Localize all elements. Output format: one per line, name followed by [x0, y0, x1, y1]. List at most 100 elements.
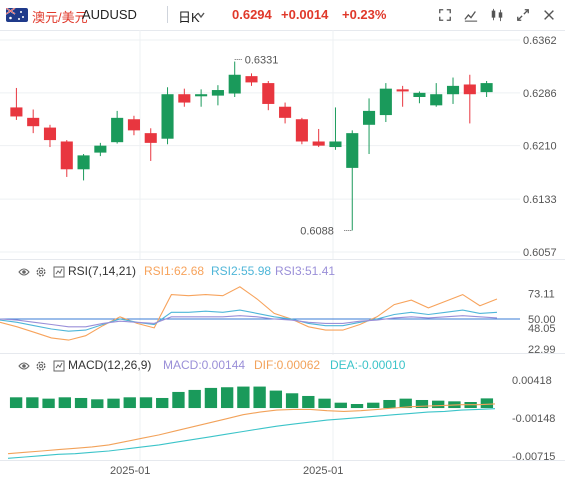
candle-body [279, 106, 292, 118]
x-axis-label: 2025-01 [110, 465, 151, 477]
candle-body [262, 83, 275, 104]
candle-body [111, 117, 124, 143]
macd-bar [432, 400, 445, 409]
macd-bar [220, 387, 234, 409]
macd-bar [367, 402, 380, 409]
macd-bar [302, 395, 315, 409]
rsi-line-rsi1 [0, 286, 498, 341]
rsi-line-rsi2 [0, 309, 498, 332]
low-annotation: 0.6088 [300, 225, 334, 237]
dif-line [7, 403, 496, 455]
candle-body [312, 141, 325, 146]
eye-icon[interactable] [18, 360, 30, 372]
macd-bar [350, 404, 364, 409]
gear-icon[interactable] [35, 266, 47, 278]
macd-bar [26, 397, 39, 409]
candle-body [363, 110, 376, 125]
rsi-tick-label: 22.99 [528, 344, 556, 355]
macd-bar [172, 391, 185, 409]
indicator-icon[interactable] [487, 6, 507, 24]
macd-bar [237, 386, 250, 409]
settings-icon[interactable] [53, 360, 65, 372]
macd-value: MACD:0.00144 [163, 358, 246, 372]
macd-bar [318, 398, 331, 409]
au-flag-icon [6, 8, 28, 22]
candle-body [27, 117, 40, 127]
candle-body [195, 94, 208, 97]
macd-bar [107, 398, 120, 409]
macd-bar [91, 399, 104, 409]
macd-bar [156, 397, 169, 409]
expand-icon[interactable] [435, 6, 455, 24]
candle-body [329, 141, 342, 148]
macd-tick-label: 0.00418 [512, 375, 552, 387]
fullscreen-icon[interactable] [513, 6, 533, 24]
macd-bar [415, 399, 429, 409]
divider [167, 6, 168, 23]
price-change-pct: +0.23% [342, 7, 387, 22]
macd-tick-label: -0.00715 [512, 451, 555, 460]
x-axis-label: 2025-01 [303, 465, 344, 477]
close-icon[interactable] [539, 6, 559, 24]
candle-body [94, 145, 107, 153]
candle-body [178, 94, 191, 103]
macd-bar [334, 402, 347, 409]
candle-body [10, 107, 23, 117]
symbol-name: 澳元/美元 [32, 10, 88, 25]
candle-body [480, 83, 493, 93]
dif-value: DIF:0.00062 [254, 358, 321, 372]
y-tick-label: 0.6210 [523, 141, 557, 153]
candle-body [43, 127, 57, 141]
macd-bar [285, 393, 299, 409]
macd-bar [399, 398, 412, 409]
candle-body [413, 92, 426, 97]
macd-title: MACD(12,26,9) [68, 358, 152, 372]
macd-bar [269, 390, 283, 409]
candle-body [211, 90, 224, 96]
chevron-down-icon[interactable] [196, 8, 206, 20]
compare-icon[interactable] [461, 6, 481, 24]
chart-header: 澳元/美元 AUDUSD 日K 0.6294 +0.0014 +0.23% [0, 0, 565, 30]
symbol-code: AUDUSD [82, 7, 137, 22]
macd-bar [383, 399, 396, 409]
high-annotation: 0.6331 [245, 55, 279, 67]
macd-chart[interactable]: 0.00418 -0.00148 -0.00715 [0, 370, 565, 460]
macd-bar [139, 397, 153, 409]
rsi2-value: RSI2:55.98 [211, 264, 272, 278]
header-divider [0, 30, 565, 31]
candle-body [60, 141, 73, 170]
settings-icon[interactable] [53, 266, 65, 278]
macd-bar [42, 398, 55, 409]
candle-body [430, 94, 443, 106]
candle-body [346, 133, 359, 168]
candle-body [379, 88, 392, 116]
candle-body [127, 119, 140, 131]
y-tick-label: 0.6362 [523, 35, 557, 47]
candle-body [295, 119, 308, 142]
macd-tick-label: -0.00148 [512, 413, 555, 425]
dea-value: DEA:-0.00010 [330, 358, 406, 372]
rsi-legend: RSI(7,14,21) RSI1:62.68 RSI2:55.98 RSI3:… [18, 264, 563, 280]
x-axis-line [0, 460, 565, 461]
candlestick-chart[interactable]: 0.6331 0.6088 0.6362 0.6286 0.6210 0.6133 0.6… [0, 30, 565, 260]
candle-body [396, 89, 409, 92]
dea-line [7, 408, 496, 459]
rsi-tick-label: 73.11 [528, 288, 555, 300]
candle-body [77, 155, 90, 170]
panel-divider [0, 259, 565, 260]
macd-bar [74, 397, 88, 409]
period-selector[interactable]: 日K [178, 10, 200, 25]
last-price: 0.6294 [232, 7, 272, 22]
rsi-line-rsi3 [0, 315, 498, 328]
rsi1-value: RSI1:62.68 [144, 264, 205, 278]
rsi3-value: RSI3:51.41 [275, 264, 336, 278]
macd-bar [123, 397, 136, 409]
macd-bar [9, 397, 23, 409]
price-change: +0.0014 [281, 7, 329, 22]
y-tick-label: 0.6057 [523, 247, 557, 259]
rsi-title: RSI(7,14,21) [68, 264, 137, 278]
eye-icon[interactable] [18, 266, 30, 278]
gear-icon[interactable] [35, 360, 47, 372]
macd-bar [480, 398, 494, 409]
